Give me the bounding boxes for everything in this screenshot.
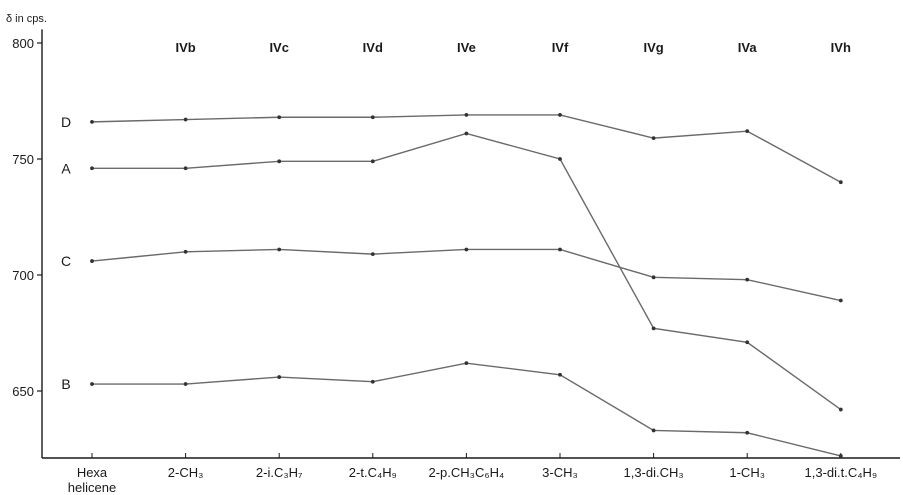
y-unit-label: δ in cps. — [6, 13, 47, 25]
data-point — [838, 180, 843, 185]
series-label: A — [61, 160, 71, 176]
series-line — [92, 362, 841, 457]
compound-label: IVh — [831, 40, 851, 55]
data-point — [651, 275, 656, 280]
series-label: B — [61, 376, 70, 392]
x-tick-label: 1,3-di.t.C₄H₉ — [805, 465, 878, 480]
data-point — [183, 249, 188, 254]
x-tick-label: 2-t.C₄H₉ — [349, 465, 397, 480]
data-point — [651, 326, 656, 331]
series-lines — [90, 113, 843, 458]
compound-label: IVb — [175, 40, 195, 55]
compound-label: IVg — [643, 40, 663, 55]
data-point — [183, 166, 188, 171]
data-point — [464, 247, 469, 252]
x-tick-label: 2-i.C₃H₇ — [256, 465, 303, 480]
labels: IVb IVc IVd IVe IVf IVg IVa IVh D A C B — [61, 40, 851, 392]
y-tick-label: 800 — [12, 36, 34, 51]
data-point — [464, 361, 469, 366]
data-point — [838, 298, 843, 303]
data-point — [745, 430, 750, 435]
compound-label: IVd — [363, 40, 383, 55]
data-point — [745, 277, 750, 282]
data-point — [183, 382, 188, 386]
data-point — [90, 382, 94, 386]
x-tick-label: 1-CH₃ — [729, 465, 765, 480]
y-tick-label: 650 — [12, 384, 34, 399]
data-point — [745, 340, 750, 345]
data-point — [838, 407, 843, 412]
x-tick-label: Hexa — [77, 465, 108, 480]
series-label: D — [61, 114, 71, 130]
data-point — [277, 159, 282, 164]
compound-label: IVa — [738, 40, 758, 55]
series-label: C — [61, 253, 71, 269]
x-tick-label: 2-p.CH₃C₆H₄ — [428, 465, 504, 480]
x-tick-label: 3-CH₃ — [542, 465, 578, 480]
data-point — [277, 247, 282, 252]
data-point — [90, 259, 94, 263]
series-line — [91, 114, 842, 183]
data-point — [370, 252, 375, 257]
data-point — [558, 113, 562, 117]
x-tick-label: 1,3-di.CH₃ — [623, 465, 683, 480]
data-point — [651, 136, 656, 141]
data-point — [558, 247, 562, 252]
y-tick-label: 750 — [12, 152, 34, 167]
data-point — [464, 113, 469, 117]
compound-label: IVf — [552, 40, 569, 55]
data-point — [464, 131, 469, 136]
compound-label: IVe — [457, 40, 476, 55]
data-point — [183, 117, 188, 122]
x-tick-label: helicene — [68, 480, 116, 495]
data-point — [370, 159, 375, 164]
data-point — [558, 372, 562, 377]
data-point — [651, 428, 656, 433]
data-point — [277, 375, 282, 379]
data-point — [745, 129, 750, 134]
compound-label: IVc — [269, 40, 289, 55]
data-point — [370, 379, 375, 384]
data-point — [90, 166, 94, 171]
y-tick-label: 700 — [12, 268, 34, 283]
x-tick-label: 2-CH₃ — [168, 465, 204, 480]
data-point — [277, 115, 282, 120]
data-point — [370, 115, 375, 120]
series-line — [92, 132, 842, 411]
data-point — [838, 454, 843, 458]
data-point — [558, 157, 562, 161]
series-line — [91, 248, 841, 302]
data-point — [90, 119, 94, 124]
